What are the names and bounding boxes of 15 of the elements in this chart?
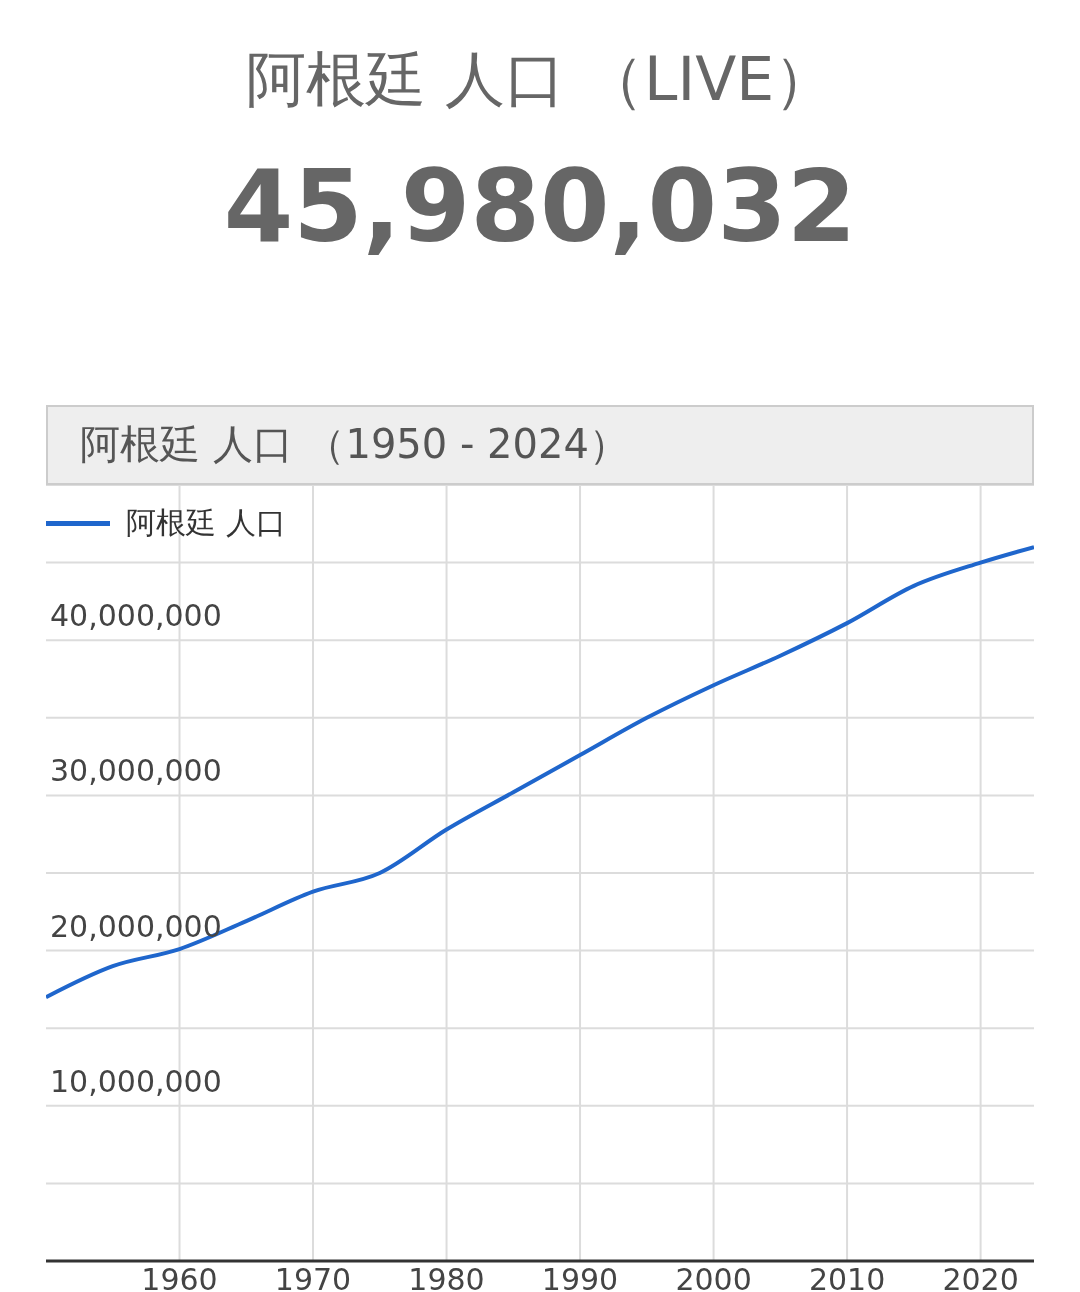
- y-tick-label: 10,000,000: [50, 1063, 222, 1099]
- y-tick-label: 40,000,000: [50, 598, 222, 634]
- x-tick-label: 2010: [808, 1262, 886, 1292]
- y-tick-label: 30,000,000: [50, 753, 222, 789]
- legend-label: 阿根廷 人口: [126, 504, 286, 542]
- x-tick-label: 2020: [942, 1262, 1019, 1292]
- text: 阿根廷 人口 （1950 - 2024）: [46, 405, 1034, 485]
- x-tick-label: 2000: [675, 1262, 752, 1292]
- x-tick-label: 1960: [141, 1262, 218, 1292]
- x-tick-label: 1980: [408, 1262, 485, 1292]
- x-tick-label: 1990: [541, 1262, 619, 1292]
- x-tick-label: 1970: [274, 1262, 352, 1292]
- chart-title: 阿根廷 人口 （LIVE）: [244, 43, 836, 116]
- y-tick-label: 20,000,000: [50, 908, 222, 944]
- chart-subtitle: 45,980,032: [222, 148, 858, 265]
